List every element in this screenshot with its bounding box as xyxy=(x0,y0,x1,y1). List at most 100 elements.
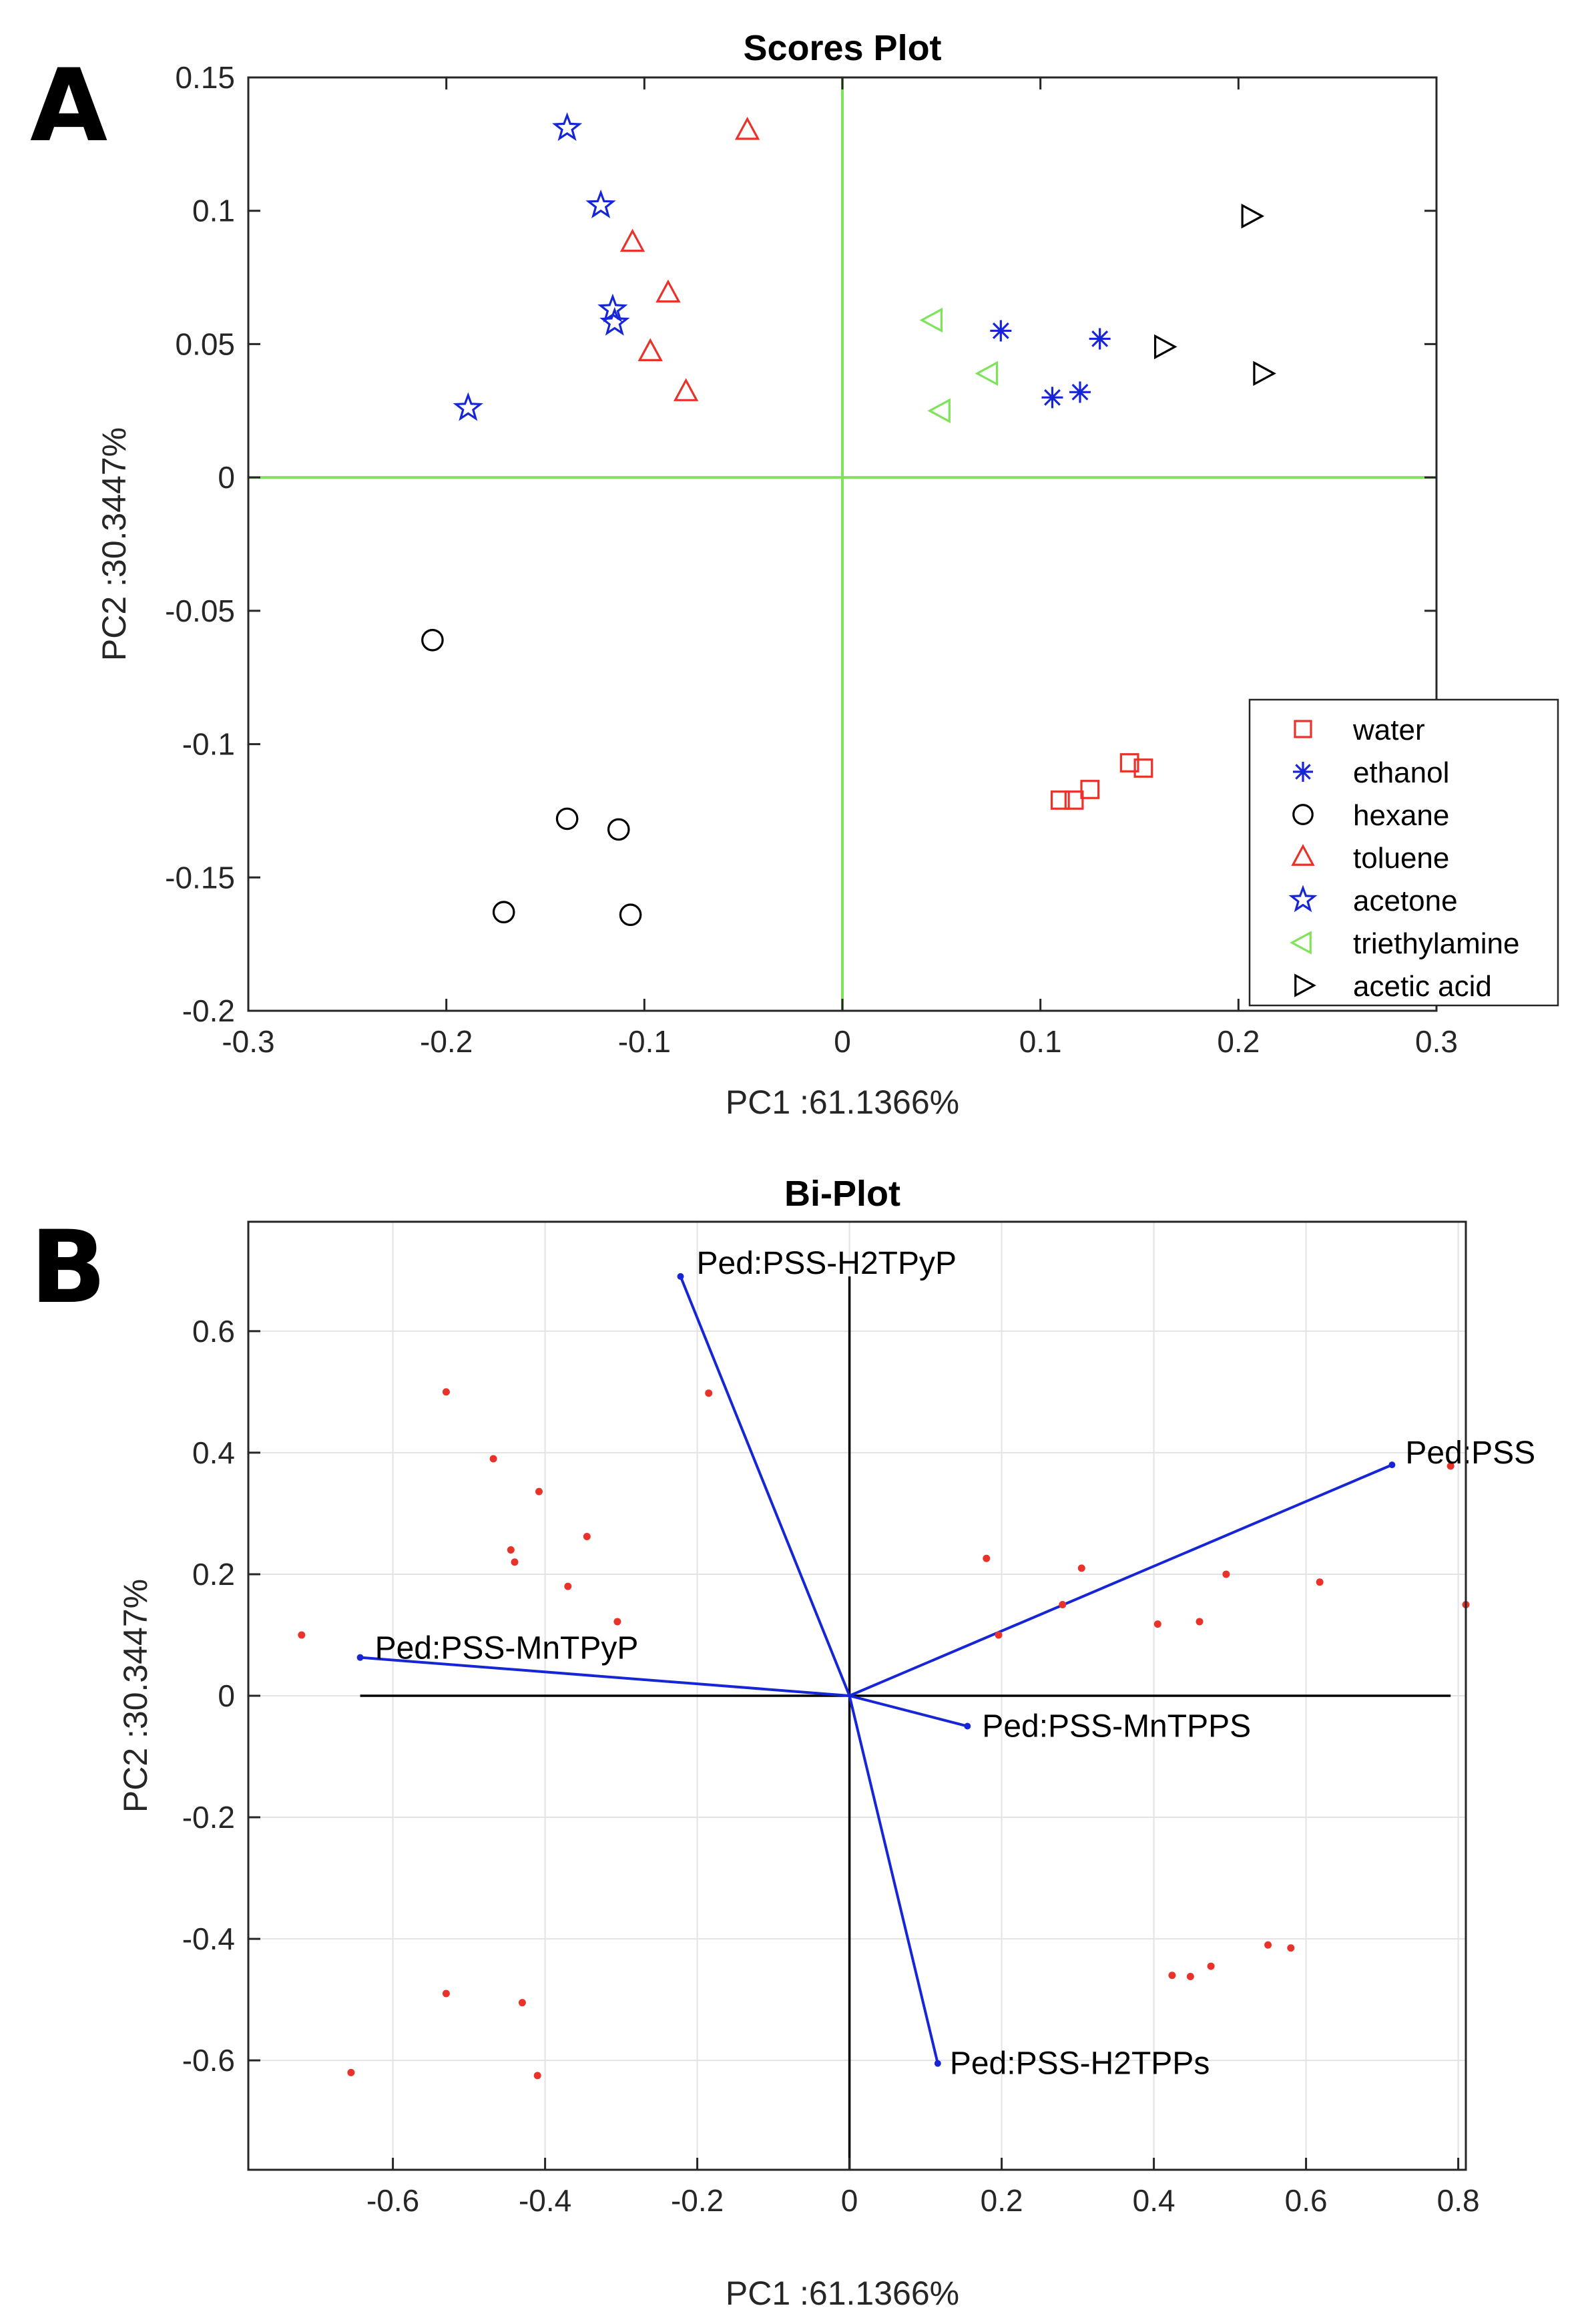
biplot-y-tick-label: 0.6 xyxy=(192,1314,235,1349)
biplot-x-tick-label: 0.8 xyxy=(1437,2183,1480,2218)
legend-label-acetic-acid: acetic acid xyxy=(1353,970,1492,1003)
biplot-score-point xyxy=(489,1455,497,1463)
scores-y-tick-label: 0.15 xyxy=(175,60,235,95)
scores-point-triethylamine xyxy=(975,361,999,387)
legend-label-toluene: toluene xyxy=(1353,842,1449,875)
panel-label-b: B xyxy=(30,1210,106,1326)
scores-y-tick-label: -0.05 xyxy=(165,594,235,628)
scores-point-water xyxy=(1050,790,1070,810)
legend-marker-hexane xyxy=(1292,804,1314,825)
biplot-title: Bi-Plot xyxy=(784,1174,900,1214)
vector-ped-pss-mntpyp xyxy=(360,1656,850,1697)
biplot-x-ticks: -0.6 -0.4 -0.2 0 0.2 0.4 0.6 0.8 xyxy=(366,2158,1480,2218)
biplot-score-point xyxy=(1186,1973,1194,1981)
biplot-score-points xyxy=(298,1388,1470,2080)
scores-point-toluene xyxy=(734,116,760,140)
biplot-score-point xyxy=(1264,1941,1272,1949)
biplot-score-point xyxy=(533,2072,541,2080)
biplot-score-point xyxy=(518,1999,526,2007)
biplot-score-point xyxy=(347,2068,355,2076)
scores-point-acetic-acid xyxy=(1153,334,1177,360)
biplot-score-point xyxy=(442,1990,450,1998)
legend-marker-acetic-acid xyxy=(1294,973,1316,997)
biplot-score-point xyxy=(705,1389,713,1397)
biplot-y-tick-label: 0.4 xyxy=(192,1435,235,1470)
vector-label-ped-pss-mntpps: Ped:PSS-MnTPPS xyxy=(982,1709,1251,1745)
biplot-x-tick-label: -0.4 xyxy=(519,2183,571,2218)
scores-plot: -0.3 -0.2 -0.1 0 0.1 0.2 0.3 -0.2-0.15-0.1-0.0… xyxy=(95,28,1559,1121)
biplot-score-point xyxy=(1153,1620,1161,1628)
legend-label-triethylamine: triethylamine xyxy=(1353,927,1519,960)
scores-point-acetic-acid xyxy=(1253,361,1276,387)
scores-x-tick-label: -0.1 xyxy=(618,1024,671,1059)
vector-tip-ped-pss-h2tpps xyxy=(934,2060,941,2067)
scores-point-water xyxy=(1119,753,1139,772)
biplot-score-point xyxy=(613,1618,621,1626)
scores-point-triethylamine xyxy=(927,398,951,423)
vector-tip-ped-pss-h2tpyp xyxy=(677,1272,684,1280)
scores-point-acetone xyxy=(453,392,483,421)
legend-marker-toluene xyxy=(1291,844,1315,866)
biplot-x-tick-label: -0.6 xyxy=(366,2183,419,2218)
biplot-x-tick-label: 0.6 xyxy=(1285,2183,1328,2218)
scores-x-tick-label: 0.3 xyxy=(1415,1024,1458,1059)
scores-point-triethylamine xyxy=(919,307,943,333)
biplot-score-point xyxy=(1222,1570,1230,1578)
vector-ped-pss-mntpps xyxy=(849,1694,968,1728)
biplot-x-tick-label: -0.2 xyxy=(671,2183,724,2218)
scores-y-tick-label: -0.1 xyxy=(182,727,235,762)
scores-x-tick-label: 0 xyxy=(834,1024,851,1059)
scores-point-toluene xyxy=(637,338,663,362)
biplot-score-point xyxy=(1059,1600,1067,1608)
legend-marker-triethylamine xyxy=(1290,931,1312,955)
scores-point-ethanol xyxy=(1041,387,1063,409)
biplot-score-point xyxy=(511,1558,519,1566)
scores-point-toluene xyxy=(655,279,681,303)
scores-y-tick-label: 0.1 xyxy=(192,194,235,228)
biplot-y-tick-label: 0 xyxy=(218,1678,235,1713)
biplot-x-tick-label: 0 xyxy=(841,2183,858,2218)
scores-x-tick-label: -0.2 xyxy=(420,1024,473,1059)
biplot-x-axis-label: PC1 :61.1366% xyxy=(726,2275,959,2312)
biplot-score-point xyxy=(1168,1971,1176,1980)
scores-y-tick-label: -0.15 xyxy=(165,860,235,895)
scores-markers xyxy=(421,112,1276,927)
vector-tip-ped-pss-mntpps xyxy=(964,1722,971,1730)
scores-point-water xyxy=(1133,758,1153,778)
legend-box xyxy=(1248,698,1559,1007)
scores-point-acetone xyxy=(599,306,630,336)
scores-plot-title: Scores Plot xyxy=(743,28,941,68)
biplot-loading-vectors xyxy=(356,1272,1396,2067)
scores-point-water xyxy=(1064,790,1084,810)
vector-label-ped-pss: Ped:PSS xyxy=(1405,1435,1535,1471)
scores-point-hexane xyxy=(421,628,444,652)
scores-y-tick-label: 0 xyxy=(218,460,235,495)
scores-legend: water ethanol hexane toluene acetone triethyl… xyxy=(1248,698,1559,1007)
legend-label-water: water xyxy=(1352,714,1425,746)
biplot-score-point xyxy=(1446,1462,1455,1470)
biplot-y-tick-label: -0.6 xyxy=(182,2043,235,2078)
vector-tip-ped-pss-mntpyp xyxy=(356,1654,364,1661)
biplot-y-axis-label: PC2 :30.3447% xyxy=(117,1579,154,1813)
scores-point-hexane xyxy=(492,901,515,924)
scores-point-water xyxy=(1080,780,1100,799)
biplot-y-tick-label: -0.2 xyxy=(182,1800,235,1835)
biplot-y-tick-label: 0.2 xyxy=(192,1557,235,1592)
scores-point-ethanol xyxy=(1069,381,1091,403)
biplot-vector-labels: Ped:PSS-H2TPyP Ped:PSS Ped:PSS-MnTPyP Ped:P… xyxy=(375,1246,1536,2082)
scores-point-toluene xyxy=(619,228,645,252)
scores-y-axis-label: PC2 :30.3447% xyxy=(95,427,133,661)
legend-marker-water xyxy=(1294,720,1312,738)
scores-point-toluene xyxy=(673,378,699,401)
scores-y-tick-label: 0.05 xyxy=(175,326,235,361)
legend-marker-acetone xyxy=(1288,885,1318,913)
scores-point-acetic-acid xyxy=(1241,204,1265,229)
biplot-score-point xyxy=(1287,1944,1295,1952)
biplot-score-point xyxy=(1196,1618,1204,1626)
panel-label-a: A xyxy=(30,48,107,164)
biplot-score-point xyxy=(995,1631,1003,1639)
biplot-y-tick-label: -0.4 xyxy=(182,1921,235,1956)
vector-tip-ped-pss xyxy=(1388,1461,1396,1469)
scores-point-ethanol xyxy=(1089,328,1111,350)
